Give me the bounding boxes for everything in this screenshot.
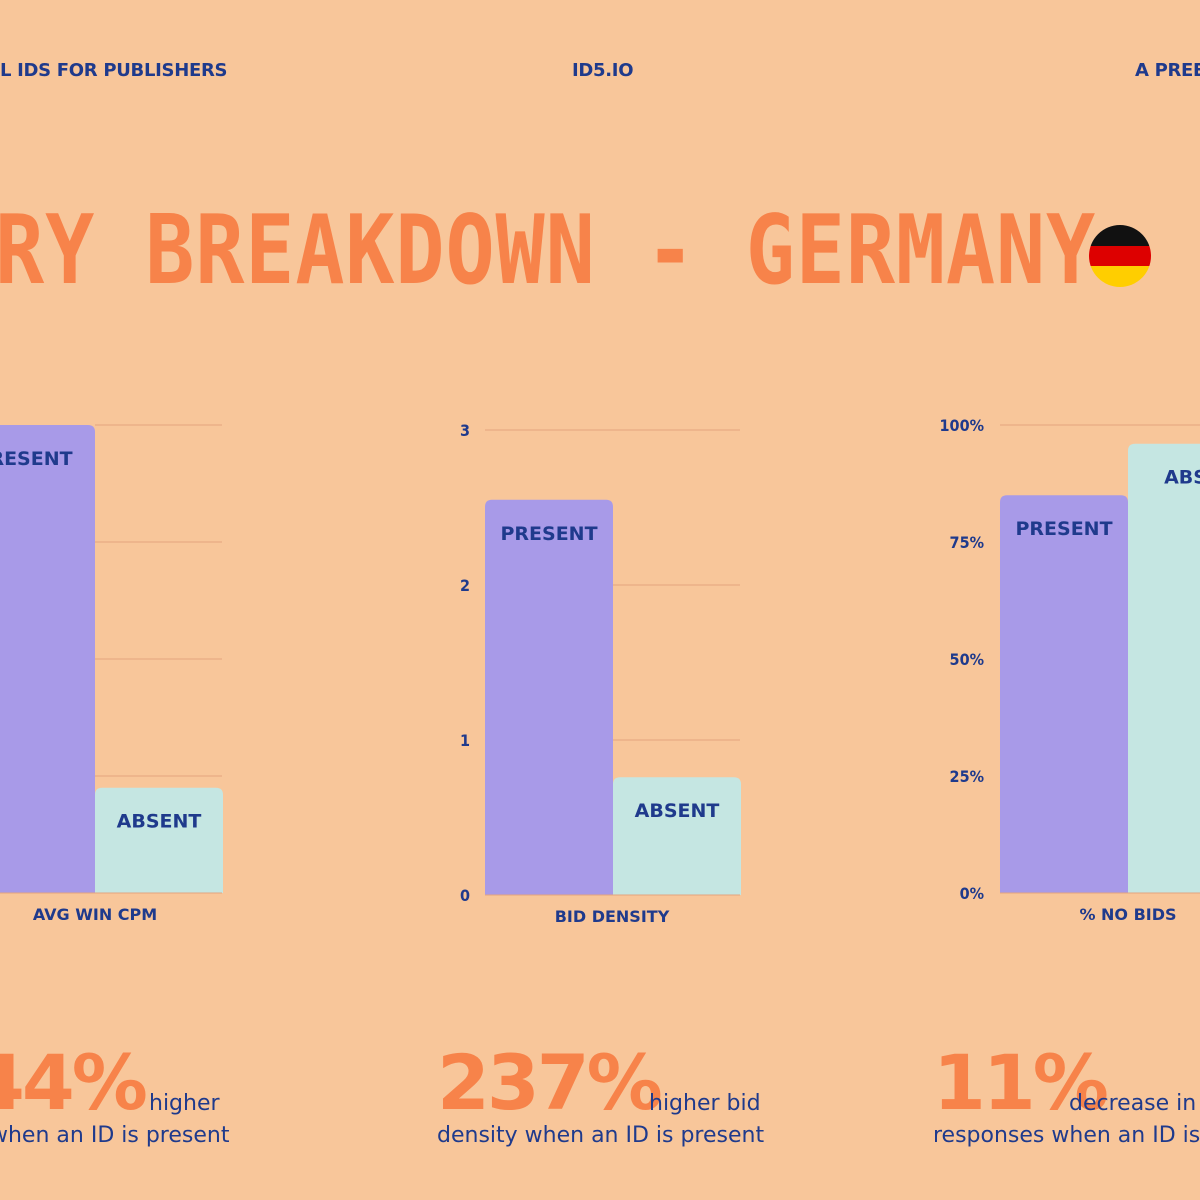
flag-stripe-red xyxy=(1089,245,1151,267)
chart-3-bar-present xyxy=(1000,495,1128,893)
chart-2-bar-label: ABSENT xyxy=(635,800,720,822)
chart-1-xaxis-label: AVG WIN CPM xyxy=(33,905,157,924)
stat-2-value: 237% xyxy=(437,1038,663,1127)
flag-stripe-gold xyxy=(1089,266,1151,287)
chart-2-ytick-label: 2 xyxy=(460,576,470,595)
chart-2-bar-absent xyxy=(613,777,741,895)
chart-2-xaxis-label: BID DENSITY xyxy=(555,907,670,926)
charts-canvas: RESENT ABSENT AVG WIN CPM 0 1 2 3 PRESENT ABSENT… xyxy=(0,416,1200,926)
stat-2-line1: higher bid xyxy=(649,1091,761,1116)
flag-stripe-black xyxy=(1089,225,1151,246)
chart-2-ytick-label: 3 xyxy=(460,421,470,440)
chart-1-bar-absent xyxy=(95,787,223,893)
chart-3-ytick-label: 0% xyxy=(960,884,984,903)
chart-1-bar-present xyxy=(0,425,95,893)
chart-2-bar-present xyxy=(485,499,613,895)
stat-1-line1: higher xyxy=(149,1091,220,1116)
germany-flag-icon xyxy=(1089,225,1151,287)
chart-3-ytick-label: 75% xyxy=(950,533,984,552)
stat-1-value: 44% xyxy=(0,1038,148,1127)
chart-2-ytick-label: 0 xyxy=(460,886,470,905)
chart-1-bar-label: RESENT xyxy=(0,448,73,470)
stat-3-line2: responses when an ID is xyxy=(933,1123,1200,1148)
chart-1-bar-label: ABSENT xyxy=(117,811,202,833)
chart-3-bar-label: PRESENT xyxy=(1015,518,1112,540)
chart-3-bar-absent xyxy=(1128,443,1200,893)
chart-2-bar-label: PRESENT xyxy=(500,523,597,545)
header-center-text[interactable]: ID5.IO xyxy=(572,60,634,81)
stat-3-line1: decrease in xyxy=(1069,1091,1197,1116)
header-left-text: L IDS FOR PUBLISHERS xyxy=(0,60,228,81)
chart-3-bar-label: ABSE xyxy=(1164,467,1200,489)
chart-3-ytick-label: 25% xyxy=(950,767,984,786)
chart-3-ytick-label: 50% xyxy=(950,650,984,669)
stat-1-line2: when an ID is present xyxy=(0,1123,230,1148)
stat-3-value: 11% xyxy=(933,1038,1109,1127)
chart-3-xaxis-label: % NO BIDS xyxy=(1079,905,1176,924)
chart-3-ytick-label: 100% xyxy=(940,416,984,435)
page-title: TRY BREAKDOWN - GERMANY xyxy=(0,196,1097,306)
chart-2-ytick-label: 1 xyxy=(460,731,470,750)
stat-2-line2: density when an ID is present xyxy=(437,1123,765,1148)
header-right-text: A PREE xyxy=(1135,60,1200,81)
